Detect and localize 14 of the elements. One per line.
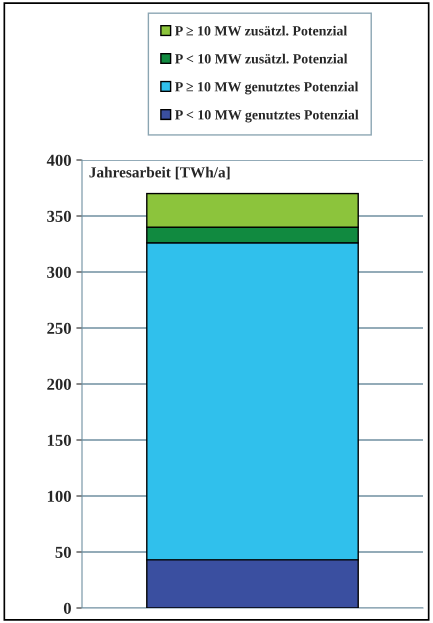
legend-label: P < 10 MW genutztes Potenzial [175,110,358,122]
y-tick-label: 250 [47,322,71,334]
y-tick-label: 400 [46,154,71,166]
y-tick-label: 100 [48,490,71,502]
legend-label: P ≥ 10 MW genutztes Potenzial [175,82,358,94]
y-tick-label: 0 [64,602,71,614]
y-axis-title: Jahresarbeit [TWh/a] [90,166,230,180]
y-tick-label: 150 [48,434,71,446]
y-tick-label: 300 [47,266,71,278]
y-tick-label: 50 [56,546,71,558]
y-tick-label: 350 [47,210,71,222]
legend-label: P < 10 MW zusätzl. Potenzial [175,54,348,64]
y-tick-label: 200 [47,378,71,390]
legend-label: P ≥ 10 MW zusätzl. Potenzial [175,26,348,36]
